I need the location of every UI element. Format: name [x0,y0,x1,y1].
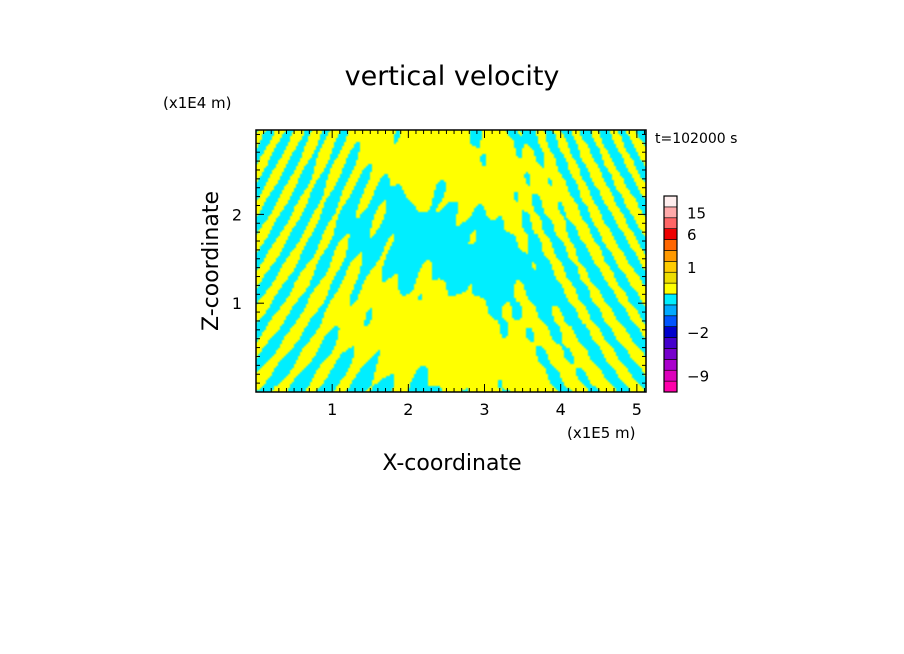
colorbar-bin [663,359,678,371]
colorbar-bin [663,369,678,382]
colorbar-tick-label: −2 [687,324,709,342]
plot-frame [255,129,647,393]
colorbar-bin [663,304,678,317]
colorbar-bin [663,337,678,349]
y-unit-label: (x1E4 m) [163,94,232,112]
x-axis-title: X-coordinate [382,451,521,476]
colorbar-tick-label: 1 [687,259,697,277]
x-tick-label: 3 [479,400,489,419]
colorbar-bin [663,315,678,327]
colorbar-tick-label: 6 [687,226,697,244]
colorbar-bin [663,217,678,229]
axes: 1 2 3 4 5 1 2 [232,129,647,419]
colorbar-bin [663,239,678,251]
colorbar-bin [663,282,678,295]
colorbar-bin [663,250,678,262]
colorbar-bin [663,326,678,338]
y-axis-title: Z-coordinate [199,191,224,331]
y-tick-label: 2 [232,205,242,224]
colorbar-bin [663,195,678,208]
colorbar-bin [663,293,678,306]
colorbar-bin [663,348,678,360]
colorbar-tick-label: −9 [687,368,709,386]
contour-field [256,130,646,392]
time-label: t=102000 s [655,131,737,147]
colorbar-tick-label: 15 [687,204,706,222]
colorbar-bin [663,271,678,284]
colorbar-bin [663,206,678,219]
y-tick-label: 1 [232,294,242,313]
colorbar-bin [663,261,678,273]
colorbar-bin [663,380,678,393]
colorbar: 15 6 1 −2 −9 [663,195,709,393]
x-tick-label: 5 [632,400,642,419]
colorbar-frame [663,195,678,393]
colorbar-bin [663,228,678,240]
x-tick-label: 1 [327,400,337,419]
plot-area [256,130,646,392]
x-unit-label: (x1E5 m) [567,424,636,442]
chart-title: vertical velocity [345,61,560,92]
x-tick-label: 4 [556,400,566,419]
x-tick-label: 2 [403,400,413,419]
